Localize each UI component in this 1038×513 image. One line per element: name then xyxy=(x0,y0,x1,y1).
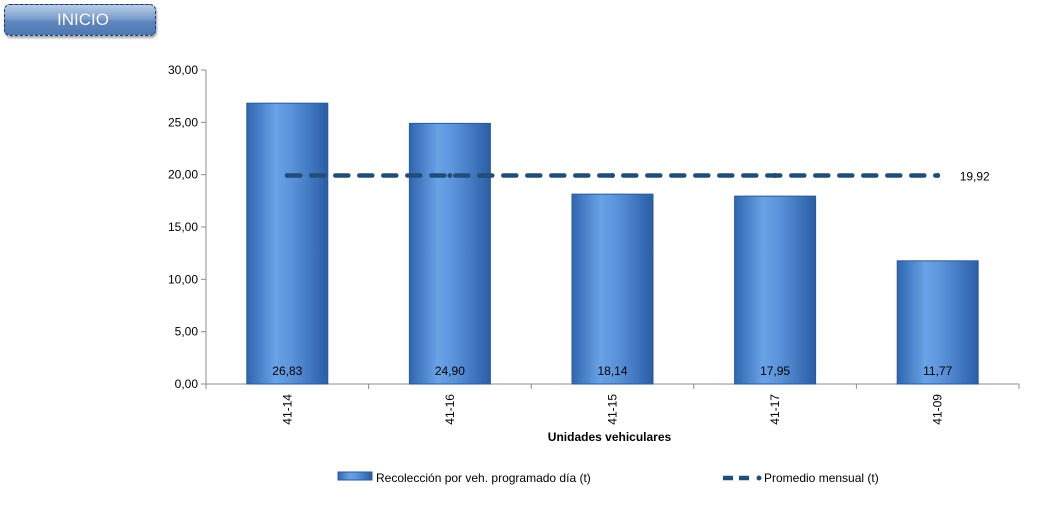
legend-label-bars: Recolección por veh. programado día (t) xyxy=(376,471,591,485)
x-tick-label: 41-17 xyxy=(768,394,782,425)
inicio-button[interactable]: INICIO xyxy=(4,4,156,36)
y-tick-label: 5,00 xyxy=(175,325,199,339)
x-tick-label: 41-15 xyxy=(606,394,620,425)
bar-value-label: 24,90 xyxy=(435,364,465,378)
bar-value-label: 18,14 xyxy=(597,364,627,378)
x-tick-label: 41-16 xyxy=(443,394,457,425)
bar-value-label: 11,77 xyxy=(923,364,952,378)
y-tick-label: 30,00 xyxy=(168,63,198,77)
bar-41-17 xyxy=(734,195,817,385)
average-point xyxy=(284,173,290,179)
legend-label-line: Promedio mensual (t) xyxy=(764,471,879,485)
bar-value-label: 26,83 xyxy=(272,364,302,378)
x-axis-title: Unidades vehiculares xyxy=(548,430,672,444)
average-value-label: 19,92 xyxy=(960,170,990,184)
y-tick-label: 15,00 xyxy=(168,220,198,234)
y-tick-label: 0,00 xyxy=(175,377,199,391)
bar-41-14 xyxy=(246,102,329,385)
bar-value-label: 17,95 xyxy=(760,364,790,378)
bar-41-16 xyxy=(408,122,491,385)
average-point xyxy=(935,173,941,179)
bar-41-09 xyxy=(896,260,979,385)
y-tick-label: 20,00 xyxy=(168,168,198,182)
legend-swatch-bars xyxy=(337,471,373,481)
x-tick-label: 41-09 xyxy=(931,394,945,425)
average-point xyxy=(772,173,778,179)
y-tick-label: 10,00 xyxy=(168,272,198,286)
y-tick-label: 25,00 xyxy=(168,115,198,129)
bar-41-15 xyxy=(571,193,654,385)
average-point xyxy=(610,173,615,179)
legend-marker-line xyxy=(756,475,762,481)
average-point xyxy=(447,173,453,179)
x-tick-label: 41-14 xyxy=(280,394,294,425)
